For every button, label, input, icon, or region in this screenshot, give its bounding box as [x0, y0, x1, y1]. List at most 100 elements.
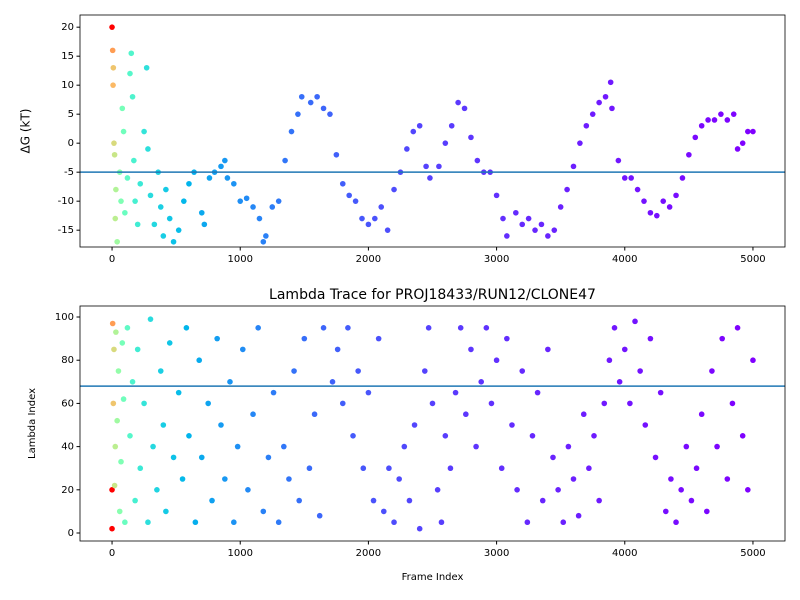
- point: [580, 411, 587, 418]
- point: [157, 368, 164, 374]
- point: [260, 508, 267, 515]
- point: [327, 111, 333, 117]
- point: [143, 64, 150, 71]
- point: [157, 204, 164, 210]
- point: [545, 233, 551, 239]
- point: [632, 318, 638, 325]
- point: [375, 335, 382, 342]
- point: [457, 325, 464, 331]
- point: [739, 140, 746, 146]
- y-tick-label: -10: [58, 196, 74, 207]
- point: [166, 340, 173, 346]
- point: [260, 238, 267, 245]
- point: [154, 487, 160, 493]
- point: [360, 465, 367, 472]
- point: [263, 233, 269, 239]
- point: [525, 215, 532, 222]
- point: [110, 82, 116, 88]
- point: [198, 454, 205, 461]
- point: [116, 508, 123, 515]
- point: [111, 151, 118, 158]
- point: [111, 140, 117, 146]
- point: [416, 525, 423, 532]
- point: [718, 111, 724, 117]
- point: [705, 117, 711, 123]
- y-axis-label: Lambda Index: [27, 388, 38, 459]
- point: [607, 79, 614, 86]
- point: [231, 519, 237, 526]
- point: [391, 519, 397, 526]
- axes-frame: [79, 305, 786, 542]
- point: [519, 221, 526, 228]
- point: [111, 482, 118, 489]
- point: [577, 140, 583, 146]
- point: [570, 163, 577, 170]
- point: [606, 357, 613, 364]
- point: [298, 93, 305, 100]
- point: [134, 221, 141, 228]
- point: [621, 346, 628, 353]
- point: [333, 151, 340, 158]
- point: [295, 111, 301, 117]
- point: [122, 209, 128, 216]
- point: [205, 400, 211, 407]
- point: [442, 140, 449, 146]
- point: [113, 329, 119, 335]
- point: [693, 465, 700, 472]
- point: [463, 411, 469, 418]
- point: [214, 335, 220, 342]
- point: [637, 368, 643, 374]
- point: [218, 422, 224, 428]
- point: [750, 128, 756, 135]
- point: [404, 146, 410, 152]
- point: [181, 198, 187, 204]
- point: [316, 512, 323, 519]
- point: [734, 325, 741, 331]
- point: [468, 134, 474, 141]
- point: [616, 379, 623, 385]
- point: [160, 233, 167, 239]
- point: [196, 357, 203, 364]
- point: [729, 400, 736, 407]
- x-tick-label: 4000: [612, 254, 637, 265]
- y-tick-label: -5: [64, 167, 74, 178]
- point: [147, 192, 154, 199]
- point: [352, 198, 359, 204]
- point: [448, 122, 455, 129]
- point: [307, 99, 314, 106]
- point: [410, 128, 417, 135]
- point: [320, 105, 327, 112]
- point: [513, 209, 519, 216]
- point: [438, 519, 445, 526]
- point: [147, 316, 154, 322]
- point: [575, 512, 582, 519]
- point: [129, 379, 136, 385]
- point: [132, 497, 138, 504]
- point: [163, 508, 169, 515]
- point: [698, 122, 705, 129]
- point: [288, 128, 295, 135]
- point: [113, 186, 119, 193]
- x-tick-label: 5000: [740, 254, 765, 265]
- point: [657, 389, 664, 396]
- point: [115, 368, 122, 374]
- point: [301, 335, 308, 342]
- point: [122, 519, 128, 526]
- point: [163, 186, 169, 193]
- point: [110, 400, 117, 407]
- point: [269, 204, 276, 210]
- point: [519, 368, 526, 374]
- point: [114, 238, 120, 245]
- point: [192, 519, 199, 526]
- point: [391, 186, 397, 193]
- point: [524, 519, 531, 526]
- point: [679, 175, 686, 181]
- point: [539, 497, 546, 504]
- point: [118, 458, 124, 465]
- point: [411, 422, 418, 428]
- point: [250, 411, 256, 418]
- point: [493, 357, 500, 364]
- point: [704, 508, 710, 515]
- point: [642, 422, 649, 428]
- x-tick-label: 1000: [228, 254, 253, 265]
